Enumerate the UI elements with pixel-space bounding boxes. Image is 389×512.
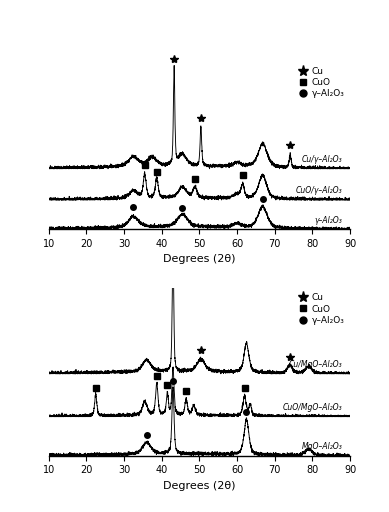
Text: MgO–Al₂O₃: MgO–Al₂O₃ — [302, 442, 343, 451]
Text: Cu/MgO–Al₂O₃: Cu/MgO–Al₂O₃ — [289, 360, 343, 369]
Text: CuO/γ–Al₂O₃: CuO/γ–Al₂O₃ — [296, 186, 343, 195]
Text: γ–Al₂O₃: γ–Al₂O₃ — [315, 216, 343, 225]
Legend: Cu, CuO, γ–Al₂O₃: Cu, CuO, γ–Al₂O₃ — [296, 66, 345, 99]
Text: Cu/γ–Al₂O₃: Cu/γ–Al₂O₃ — [302, 155, 343, 164]
X-axis label: Degrees (2θ): Degrees (2θ) — [163, 481, 236, 491]
Text: CuO/MgO–Al₂O₃: CuO/MgO–Al₂O₃ — [283, 403, 343, 412]
X-axis label: Degrees (2θ): Degrees (2θ) — [163, 254, 236, 265]
Legend: Cu, CuO, γ–Al₂O₃: Cu, CuO, γ–Al₂O₃ — [296, 292, 345, 326]
